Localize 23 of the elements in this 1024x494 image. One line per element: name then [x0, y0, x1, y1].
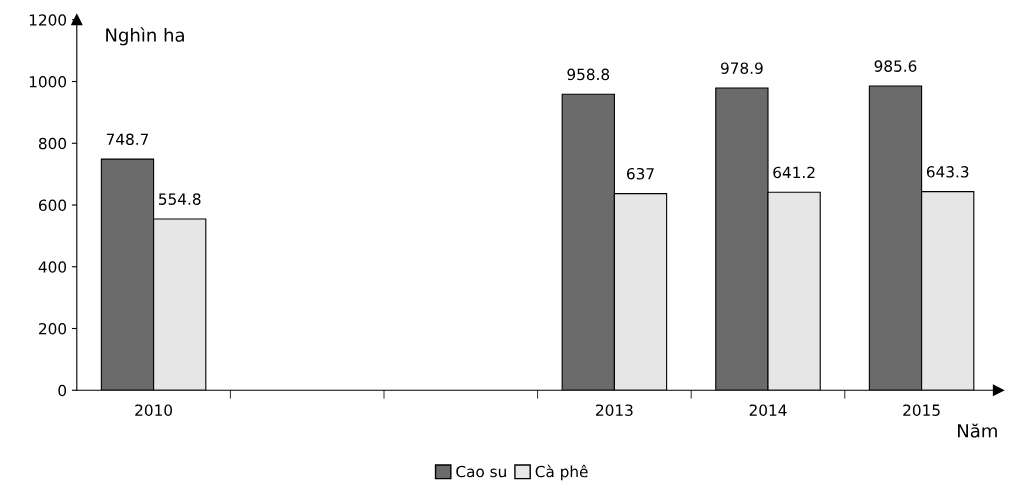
- data-label: 985.6: [874, 60, 917, 72]
- data-label: 554.8: [159, 193, 201, 205]
- data-label: 641.2: [773, 166, 815, 179]
- y-tick-label: 1200: [29, 14, 67, 26]
- y-tick-label: 0: [58, 384, 67, 397]
- y-tick-label: 800: [38, 137, 67, 150]
- legend-label: Cà phê: [535, 464, 588, 481]
- data-label: 978.9: [720, 62, 763, 74]
- y-axis-title: Nghìn ha: [106, 27, 184, 46]
- data-label: 643.3: [926, 166, 969, 178]
- y-tick-label: 1000: [29, 75, 67, 88]
- y-tick-label: 600: [38, 199, 67, 212]
- x-tick-label: 2015: [903, 404, 940, 416]
- x-tick-label: 2014: [749, 404, 787, 416]
- x-tick-label: 2013: [596, 404, 633, 416]
- y-tick-label: 200: [39, 322, 67, 335]
- data-label: 748.7: [106, 133, 149, 146]
- data-label: 637: [627, 167, 654, 180]
- x-tick-label: 2010: [135, 404, 173, 416]
- x-axis-title: Năm: [958, 423, 997, 438]
- data-label: 958.8: [567, 68, 610, 81]
- y-tick-label: 400: [38, 261, 67, 273]
- legend-label: Cao su: [456, 465, 506, 478]
